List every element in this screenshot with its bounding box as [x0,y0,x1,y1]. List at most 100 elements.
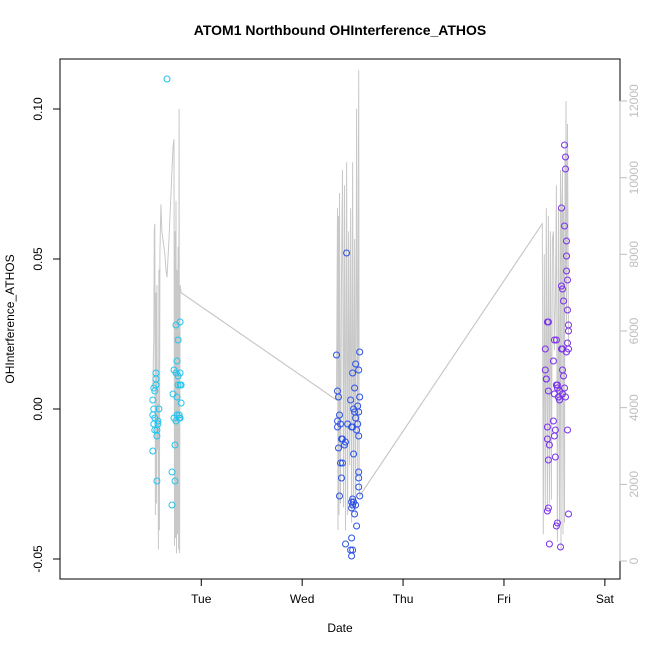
data-point [338,474,345,482]
data-point [553,519,561,527]
data-point [152,369,160,377]
data-point [336,411,343,419]
data-point [564,306,571,314]
data-point [176,414,184,422]
data-point [171,477,179,485]
data-point [560,372,567,380]
data-point [348,534,356,542]
data-point [153,432,161,440]
data-point [551,426,559,434]
data-point [564,426,571,434]
data-point [562,153,569,161]
y-axis: -0.05 0.00 0.05 0.10 [31,97,61,573]
data-point [542,375,550,383]
data-point [543,507,551,515]
data-point [564,339,571,347]
secondary-trace-line [152,70,569,554]
data-point [557,543,564,551]
data-point [552,522,560,530]
data-point [564,276,571,284]
y2-tick-label: 2000 [627,471,641,498]
x-tick-label: Fri [497,592,511,606]
data-point [544,387,552,395]
data-point [337,459,344,467]
data-point [174,381,182,389]
data-point [177,399,185,407]
data-point [175,411,183,419]
data-point [337,420,344,428]
x-axis: Tue Wed Thu Fri Sat [191,578,615,606]
data-point [349,369,357,377]
data-point [356,393,364,401]
data-point [541,345,549,353]
data-point [168,468,176,476]
data-point [154,417,162,425]
x-tick-label: Sat [596,592,615,606]
data-point [545,441,553,449]
data-point [560,297,567,305]
data-point [550,432,558,440]
x-tick-label: Thu [393,592,414,606]
data-point [348,552,356,560]
data-point [561,141,568,149]
data-point [176,369,184,377]
y2-tick-label: 10000 [627,161,641,195]
data-point [549,417,557,425]
data-point [355,408,363,416]
x-tick-label: Tue [191,592,212,606]
chart-title: ATOM1 Northbound OHInterference_ATHOS [194,22,486,38]
data-point [349,546,357,554]
data-point [177,381,185,389]
data-point [544,456,552,464]
data-point [543,435,551,443]
data-point [355,474,363,482]
y-axis-label: OHInterference_ATHOS [3,254,17,383]
data-point [154,420,162,428]
data-point [544,504,552,512]
data-point [562,165,569,173]
data-point [355,366,363,374]
data-point [349,501,357,509]
data-point [545,540,553,548]
data-point [355,483,363,491]
data-point [342,438,349,446]
data-point [355,432,363,440]
data-point [163,75,171,83]
data-point [559,390,566,398]
y2-tick-label: 0 [627,557,641,564]
data-point [543,423,551,431]
data-point [350,450,358,458]
data-point [149,447,157,455]
plot-layer [149,70,572,560]
data-point [558,282,565,290]
data-point [155,405,163,413]
data-point [561,384,568,392]
data-point [563,237,570,245]
y-tick-label: 0.10 [31,97,45,121]
data-point [550,336,558,344]
data-point [561,222,568,230]
data-point [353,522,361,530]
data-point [559,285,566,293]
data-point [173,393,181,401]
data-point [153,477,161,485]
data-point [565,510,572,518]
data-point [551,453,559,461]
data-point [149,411,157,419]
y2-tick-label: 4000 [627,394,641,421]
data-point [354,420,362,428]
x-axis-label: Date [327,621,353,635]
data-point [356,348,364,356]
data-point [333,351,340,359]
data-point [552,336,560,344]
data-point [152,381,160,389]
data-point [174,336,182,344]
data-point [565,327,572,335]
data-point [343,249,351,257]
data-point [556,396,563,404]
data-point [342,540,349,548]
y-tick-label: -0.05 [31,545,45,573]
data-point [553,381,561,389]
secondary-trace-connector [359,223,543,497]
